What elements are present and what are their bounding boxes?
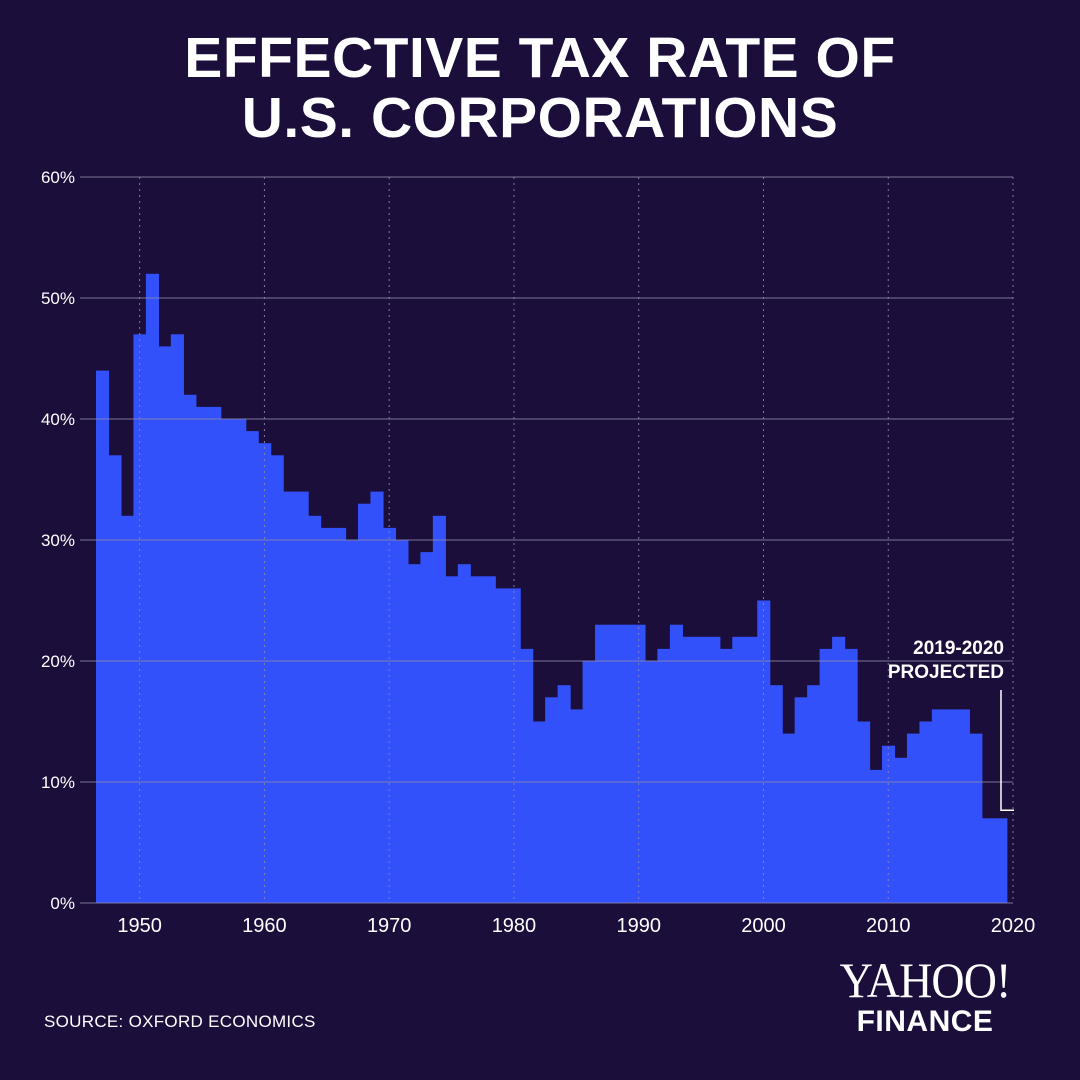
bar-2008 <box>857 721 871 903</box>
bar-1994 <box>682 636 696 903</box>
bar-1979 <box>495 588 509 903</box>
bar-1983 <box>545 697 559 903</box>
bar-2014 <box>931 709 945 903</box>
annotation-label: 2019-2020 <box>913 638 1004 659</box>
bar-1966 <box>333 527 347 903</box>
bar-1996 <box>707 636 721 903</box>
bar-2011 <box>894 757 908 903</box>
bar-2018 <box>981 818 995 903</box>
logo-yahoo: YAHOO! <box>839 952 1012 1008</box>
bar-1997 <box>719 648 733 903</box>
y-tick-label: 50% <box>41 289 75 308</box>
bar-1967 <box>345 540 359 903</box>
bar-2015 <box>944 709 958 903</box>
bar-1998 <box>732 636 746 903</box>
bar-2006 <box>832 636 846 903</box>
bar-2001 <box>769 685 783 903</box>
bar-2005 <box>819 648 833 903</box>
bar-1951 <box>145 273 159 903</box>
bar-1977 <box>470 576 484 903</box>
bar-1987 <box>595 624 609 903</box>
bar-1963 <box>295 491 309 903</box>
x-tick-label: 2020 <box>991 915 1036 937</box>
y-tick-label: 40% <box>41 410 75 429</box>
y-tick-label: 20% <box>41 652 75 671</box>
bar-1961 <box>270 455 284 903</box>
logo-finance: FINANCE <box>856 1005 994 1038</box>
x-tick-label: 2000 <box>741 915 786 937</box>
bar-1970 <box>382 527 397 903</box>
bar-1973 <box>420 552 434 903</box>
y-tick-label: 60% <box>41 168 75 187</box>
bar-2013 <box>919 721 933 903</box>
annotation-label: PROJECTED <box>888 662 1004 683</box>
title-line-2: U.S. CORPORATIONS <box>241 86 839 150</box>
chart-title: EFFECTIVE TAX RATE OF U.S. CORPORATIONS <box>0 28 1080 148</box>
bar-2003 <box>794 697 808 903</box>
bar-2012 <box>906 733 921 903</box>
x-tick-label: 1980 <box>492 915 537 937</box>
bar-2016 <box>956 709 970 903</box>
y-tick-label: 0% <box>50 894 75 913</box>
bar-1954 <box>183 394 197 903</box>
bar-2000 <box>757 600 771 903</box>
bar-2004 <box>807 685 821 903</box>
bar-1956 <box>208 406 222 903</box>
bar-2009 <box>869 769 883 903</box>
bar-1971 <box>395 540 409 903</box>
bar-1976 <box>457 564 471 903</box>
x-tick-label: 1960 <box>242 915 287 937</box>
bar-1959 <box>245 431 259 903</box>
y-tick-label: 30% <box>41 531 75 550</box>
title-line-1: EFFECTIVE TAX RATE OF <box>184 26 896 90</box>
bar-1950 <box>133 334 147 903</box>
bar-1972 <box>407 564 421 903</box>
bar-1947 <box>96 370 110 904</box>
bar-1965 <box>320 527 334 903</box>
bar-1988 <box>607 624 621 903</box>
bar-1993 <box>669 624 683 903</box>
bar-1995 <box>694 636 708 903</box>
bar-1974 <box>432 515 446 903</box>
bar-1981 <box>520 648 534 903</box>
bar-1999 <box>744 636 758 903</box>
bar-1990 <box>632 624 646 903</box>
yahoo-finance-logo: YAHOO! FINANCE <box>820 955 1030 1037</box>
bar-1975 <box>445 576 459 903</box>
bar-1962 <box>283 491 297 903</box>
bar-2002 <box>782 733 796 903</box>
bar-1978 <box>482 576 496 903</box>
bar-1992 <box>657 648 671 903</box>
bar-1968 <box>358 503 372 903</box>
bar-1953 <box>170 334 184 903</box>
x-tick-label: 1950 <box>117 915 162 937</box>
bar-1989 <box>620 624 634 903</box>
bar-1960 <box>258 443 272 903</box>
bar-1964 <box>308 515 322 903</box>
bar-1985 <box>570 709 584 903</box>
x-tick-label: 1990 <box>616 915 661 937</box>
bar-2010 <box>882 745 896 903</box>
bar-1955 <box>195 406 209 903</box>
bar-1982 <box>532 721 546 903</box>
bar-1948 <box>108 455 122 903</box>
bar-1984 <box>557 685 571 903</box>
annotation-leader-line <box>1000 690 1014 812</box>
source-note: SOURCE: OXFORD ECONOMICS <box>44 1012 316 1031</box>
bar-2017 <box>969 733 983 903</box>
y-tick-label: 10% <box>41 773 75 792</box>
x-tick-label: 1970 <box>367 915 412 937</box>
bar-2007 <box>844 648 858 903</box>
bar-1969 <box>370 491 384 903</box>
bar-1980 <box>507 588 521 903</box>
bar-1949 <box>120 515 135 903</box>
x-tick-label: 2010 <box>866 915 911 937</box>
bar-1952 <box>158 346 172 903</box>
bar-2019 <box>994 818 1008 903</box>
